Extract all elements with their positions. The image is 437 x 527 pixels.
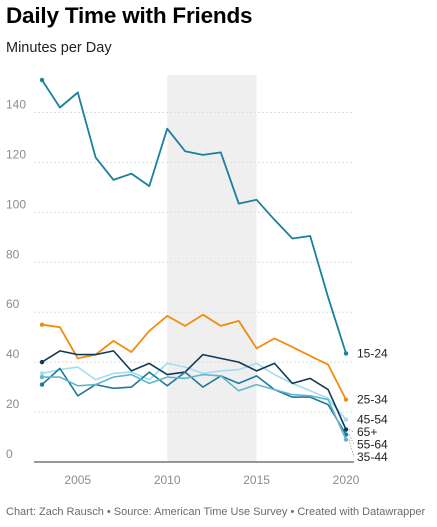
chart-footer: Chart: Zach Rausch • Source: American Ti… [6, 506, 426, 518]
y-tick-label: 100 [6, 197, 26, 211]
x-tick-label: 2015 [243, 473, 270, 487]
series-start-dot-55-64 [39, 382, 45, 387]
x-tick-label: 2010 [154, 473, 181, 487]
chart-subtitle: Minutes per Day [6, 40, 112, 56]
highlight-band [167, 75, 257, 462]
series-line-65+ [41, 350, 347, 431]
y-tick-label: 80 [6, 247, 20, 261]
series-start-dot-45-54 [39, 371, 45, 376]
series-end-dot-45-54 [343, 417, 349, 422]
grid-layer [34, 111, 354, 463]
y-tick-label: 60 [6, 297, 20, 311]
series-end-dot-25-34 [343, 397, 349, 402]
x-tick-label: 2020 [333, 473, 360, 487]
series-line-15-24 [41, 79, 347, 355]
y-tick-label: 140 [6, 97, 26, 111]
tick-layer: 0 20 40 60 80 100 120 140 2005 2010 2015 2020 [6, 97, 360, 487]
series-start-dot-25-34 [39, 322, 45, 327]
series-label-55-64: 55-64 [357, 438, 388, 452]
y-tick-label: 40 [6, 347, 20, 361]
label-leader-35-44 [348, 439, 355, 458]
y-tick-label: 20 [6, 397, 20, 411]
series-layer [39, 77, 349, 442]
highlight-band-layer [167, 75, 257, 462]
y-tick-label: 0 [6, 447, 13, 461]
series-label-35-44: 35-44 [357, 450, 388, 464]
series-line-35-44 [41, 373, 347, 441]
line-chart: 0 20 40 60 80 100 120 140 2005 2010 2015 2020 15-24… [6, 75, 388, 487]
label-leader-65+ [348, 429, 355, 433]
series-start-dot-65+ [39, 359, 45, 365]
series-end-dot-15-24 [343, 351, 349, 356]
series-label-25-34: 25-34 [357, 393, 388, 407]
series-label-45-54: 45-54 [357, 413, 388, 427]
y-tick-label: 120 [6, 147, 26, 161]
series-line-55-64 [41, 367, 347, 436]
series-label-15-24: 15-24 [357, 346, 388, 360]
series-label-65+: 65+ [357, 425, 377, 439]
x-tick-label: 2005 [64, 473, 91, 487]
series-end-dot-35-44 [343, 437, 349, 442]
chart-title: Daily Time with Friends [6, 3, 253, 28]
series-start-dot-35-44 [39, 374, 45, 380]
series-start-dot-15-24 [39, 77, 45, 83]
series-end-dot-65+ [343, 427, 349, 432]
series-line-45-54 [41, 362, 347, 421]
label-leader-55-64 [348, 434, 355, 445]
